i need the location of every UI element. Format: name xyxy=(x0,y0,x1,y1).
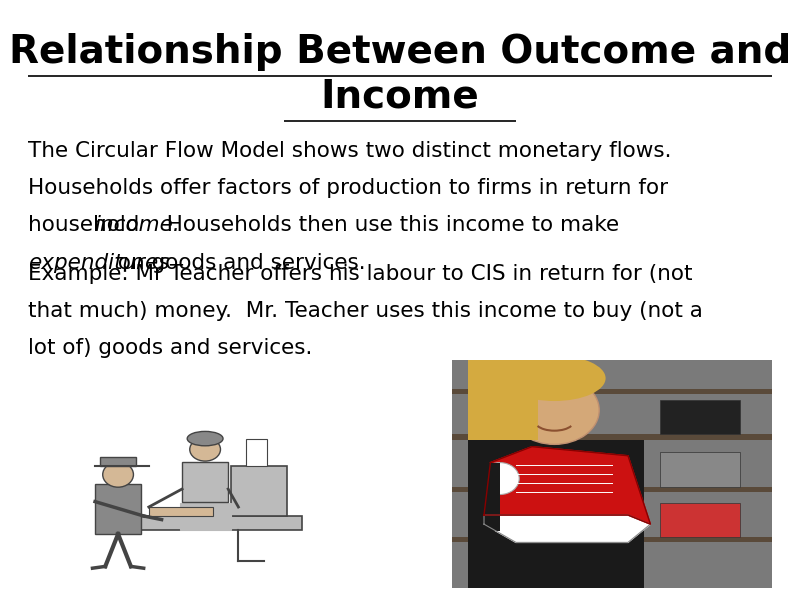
FancyBboxPatch shape xyxy=(468,349,538,440)
FancyBboxPatch shape xyxy=(149,507,213,516)
Ellipse shape xyxy=(503,355,606,401)
Text: on goods and services.: on goods and services. xyxy=(111,253,366,272)
Text: The Circular Flow Model shows two distinct monetary flows.: The Circular Flow Model shows two distin… xyxy=(28,141,671,161)
Text: Households then use this income to make: Households then use this income to make xyxy=(146,215,619,235)
Text: Example: Mr Teacher offers his labour to CIS in return for (not: Example: Mr Teacher offers his labour to… xyxy=(28,264,693,284)
Text: Income: Income xyxy=(321,78,479,116)
FancyBboxPatch shape xyxy=(468,440,644,588)
FancyBboxPatch shape xyxy=(182,462,228,502)
Ellipse shape xyxy=(102,462,134,487)
FancyBboxPatch shape xyxy=(660,452,740,487)
FancyBboxPatch shape xyxy=(95,484,141,534)
FancyBboxPatch shape xyxy=(246,439,266,466)
Ellipse shape xyxy=(510,376,599,445)
Text: expenditures: expenditures xyxy=(28,253,170,272)
Ellipse shape xyxy=(190,438,221,461)
FancyBboxPatch shape xyxy=(136,516,302,530)
FancyBboxPatch shape xyxy=(452,536,772,542)
Text: Relationship Between Outcome and: Relationship Between Outcome and xyxy=(9,33,791,71)
FancyBboxPatch shape xyxy=(660,503,740,536)
FancyBboxPatch shape xyxy=(468,463,500,531)
FancyBboxPatch shape xyxy=(100,457,136,466)
FancyBboxPatch shape xyxy=(452,360,772,588)
FancyBboxPatch shape xyxy=(179,503,230,530)
Text: household: household xyxy=(28,215,146,235)
Polygon shape xyxy=(484,446,650,524)
FancyBboxPatch shape xyxy=(230,466,287,516)
Text: that much) money.  Mr. Teacher uses this income to buy (not a: that much) money. Mr. Teacher uses this … xyxy=(28,301,703,321)
Text: income.: income. xyxy=(94,215,180,235)
FancyBboxPatch shape xyxy=(452,389,772,394)
Text: lot of) goods and services.: lot of) goods and services. xyxy=(28,338,312,358)
Ellipse shape xyxy=(187,431,223,446)
FancyBboxPatch shape xyxy=(452,487,772,492)
FancyBboxPatch shape xyxy=(660,400,740,434)
FancyBboxPatch shape xyxy=(452,434,772,440)
Ellipse shape xyxy=(481,463,519,494)
Text: Households offer factors of production to firms in return for: Households offer factors of production t… xyxy=(28,178,668,198)
Polygon shape xyxy=(484,515,650,542)
